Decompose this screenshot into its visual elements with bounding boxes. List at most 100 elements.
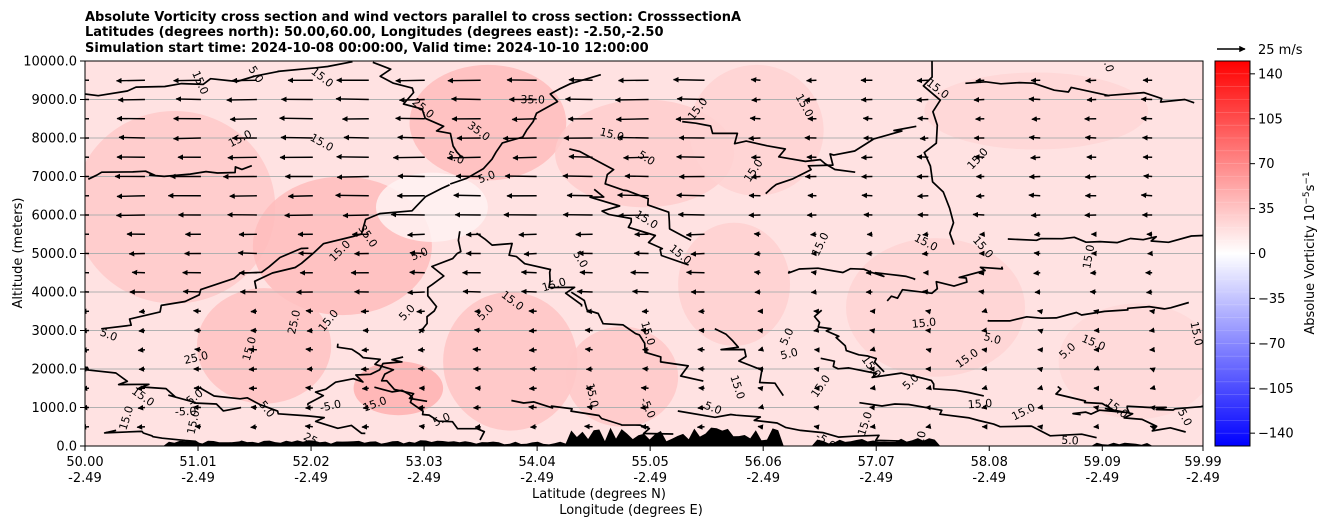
- x-tick-label-lat: 53.03: [405, 455, 442, 470]
- x-tick-label-lon: -2.49: [633, 471, 667, 486]
- x-tick-label-lat: 50.00: [66, 455, 103, 470]
- wind-vector: [751, 177, 760, 178]
- x-tick-label-lat: 58.08: [971, 455, 1008, 470]
- wind-vector: [419, 330, 425, 331]
- wind-vector: [677, 99, 704, 100]
- wind-vector: [1032, 119, 1040, 120]
- wind-vector: [1038, 330, 1040, 331]
- wind-vector: [618, 195, 649, 196]
- title-line-2: Latitudes (degrees north): 50.00,60.00, …: [85, 25, 664, 40]
- wind-vector: [280, 118, 313, 119]
- wind-vector: [512, 119, 536, 120]
- wind-vector: [1094, 407, 1097, 408]
- wind-vector: [452, 99, 481, 100]
- wind-vector: [288, 196, 312, 197]
- wind-vector: [1038, 368, 1041, 369]
- title-line-3: Simulation start time: 2024-10-08 00:00:…: [85, 41, 649, 56]
- y-tick-label: 3000.0: [32, 324, 78, 339]
- wind-vector: [521, 291, 536, 292]
- wind-vector: [1150, 426, 1152, 427]
- wind-vector: [396, 80, 425, 81]
- x-tick-label-lon: -2.49: [181, 471, 215, 486]
- x-tick-label-lat: 59.09: [1084, 455, 1121, 470]
- x-tick-label-lat: 52.02: [292, 455, 329, 470]
- wind-vector: [362, 350, 369, 351]
- wind-vector: [918, 196, 929, 197]
- wind-vector: [920, 138, 928, 139]
- wind-vector: [587, 407, 592, 408]
- vorticity-patch: [443, 292, 577, 431]
- y-tick-label: 5000.0: [32, 247, 78, 262]
- wind-vector: [408, 234, 425, 235]
- colorbar-label: Absolue Vorticity 10−5s−1: [1302, 171, 1318, 334]
- x-tick-label-lon: -2.49: [859, 471, 893, 486]
- wind-vector: [926, 311, 929, 312]
- wind-vector: [1038, 311, 1041, 312]
- wind-vector: [674, 80, 705, 81]
- wind-vector: [615, 100, 648, 101]
- wind-vector: [117, 80, 145, 81]
- wind-vector: [474, 330, 480, 331]
- wind-vector: [982, 311, 984, 312]
- wind-vector: [344, 137, 369, 138]
- wind-vector: [1034, 273, 1041, 274]
- wind-vector: [117, 196, 145, 197]
- wind-vector: [973, 214, 984, 215]
- wind-vector: [1034, 253, 1040, 254]
- wind-vector: [976, 80, 984, 81]
- wind-vector: [805, 100, 817, 101]
- wind-vector: [529, 331, 537, 332]
- colorbar-label-exp2: −1: [1302, 171, 1312, 184]
- x-tick-label-lon: -2.49: [68, 471, 102, 486]
- y-tick-label: 2000.0: [32, 363, 78, 378]
- wind-vector: [521, 272, 536, 273]
- wind-vector: [569, 157, 593, 158]
- x-tick-label-lon: -2.49: [972, 471, 1006, 486]
- wind-vector: [529, 407, 537, 408]
- wind-vector: [138, 408, 145, 409]
- wind-vector: [1141, 195, 1152, 196]
- wind-vector: [1144, 176, 1152, 177]
- wind-vector: [1038, 388, 1041, 389]
- colorbar-tick-label: 140: [1258, 67, 1283, 82]
- wind-vector: [677, 195, 705, 196]
- y-tick-label: 1000.0: [32, 401, 78, 416]
- wind-vector: [307, 331, 313, 332]
- wind-vector: [585, 349, 592, 350]
- wind-vector: [923, 291, 929, 292]
- vorticity-patch: [678, 223, 790, 346]
- wind-vector: [306, 349, 313, 350]
- colorbar-tick-label: 105: [1258, 112, 1283, 127]
- wind-vector: [183, 291, 201, 292]
- y-axis: 0.01000.02000.03000.04000.05000.06000.07…: [23, 55, 85, 455]
- contour-label: 5.0: [1061, 434, 1079, 448]
- x-tick-label-lat: 56.06: [745, 455, 782, 470]
- wind-vector: [343, 215, 369, 216]
- wind-vector: [524, 254, 537, 255]
- x-tick-label-lat: 57.07: [858, 455, 895, 470]
- wind-vector: [137, 388, 145, 389]
- wind-vector: [398, 137, 425, 138]
- x-tick-label-lat: 55.05: [632, 455, 669, 470]
- colorbar-tick-label: 70: [1258, 157, 1275, 172]
- wind-vector: [419, 426, 425, 427]
- wind-vector: [624, 157, 649, 158]
- wind-vector: [1029, 99, 1040, 100]
- wind-vector: [758, 350, 760, 351]
- wind-vector: [618, 137, 649, 138]
- x-tick-label-lat: 59.99: [1184, 455, 1221, 470]
- wind-vector: [569, 80, 593, 81]
- wind-vector: [691, 254, 705, 255]
- wind-vector: [979, 273, 984, 274]
- chart-title: Absolute Vorticity cross section and win…: [85, 10, 741, 56]
- wind-vector: [473, 349, 481, 350]
- wind-vector: [138, 350, 145, 351]
- wind-vector: [336, 99, 369, 100]
- x-tick-label-lon: -2.49: [1085, 471, 1119, 486]
- wind-vector: [238, 253, 257, 254]
- x-axis: 50.00-2.4951.01-2.4952.02-2.4953.03-2.49…: [66, 446, 1221, 486]
- wind-vector: [577, 291, 592, 292]
